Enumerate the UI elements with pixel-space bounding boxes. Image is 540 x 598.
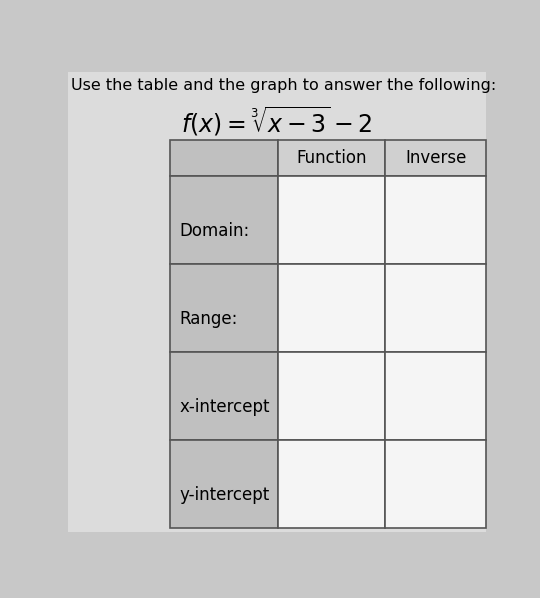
Text: Range:: Range: [179,310,238,328]
Bar [385,440,486,529]
Bar [170,264,278,352]
Bar [170,176,278,264]
Bar [170,139,278,176]
Bar [278,176,385,264]
Bar [170,352,278,440]
Text: Inverse: Inverse [405,149,467,167]
Bar [278,139,385,176]
Bar [278,264,385,352]
Bar [385,176,486,264]
Bar [385,139,486,176]
Text: Use the table and the graph to answer the following:: Use the table and the graph to answer th… [71,78,497,93]
Bar [278,352,385,440]
Text: Function: Function [296,149,367,167]
Bar [385,352,486,440]
Text: y-intercept: y-intercept [179,486,269,504]
Bar [385,264,486,352]
Text: x-intercept: x-intercept [179,398,269,416]
Bar [170,440,278,529]
Text: Domain:: Domain: [179,222,249,240]
Text: $f(x) = \sqrt[3]{x - 3} - 2$: $f(x) = \sqrt[3]{x - 3} - 2$ [181,105,373,138]
Bar [278,440,385,529]
